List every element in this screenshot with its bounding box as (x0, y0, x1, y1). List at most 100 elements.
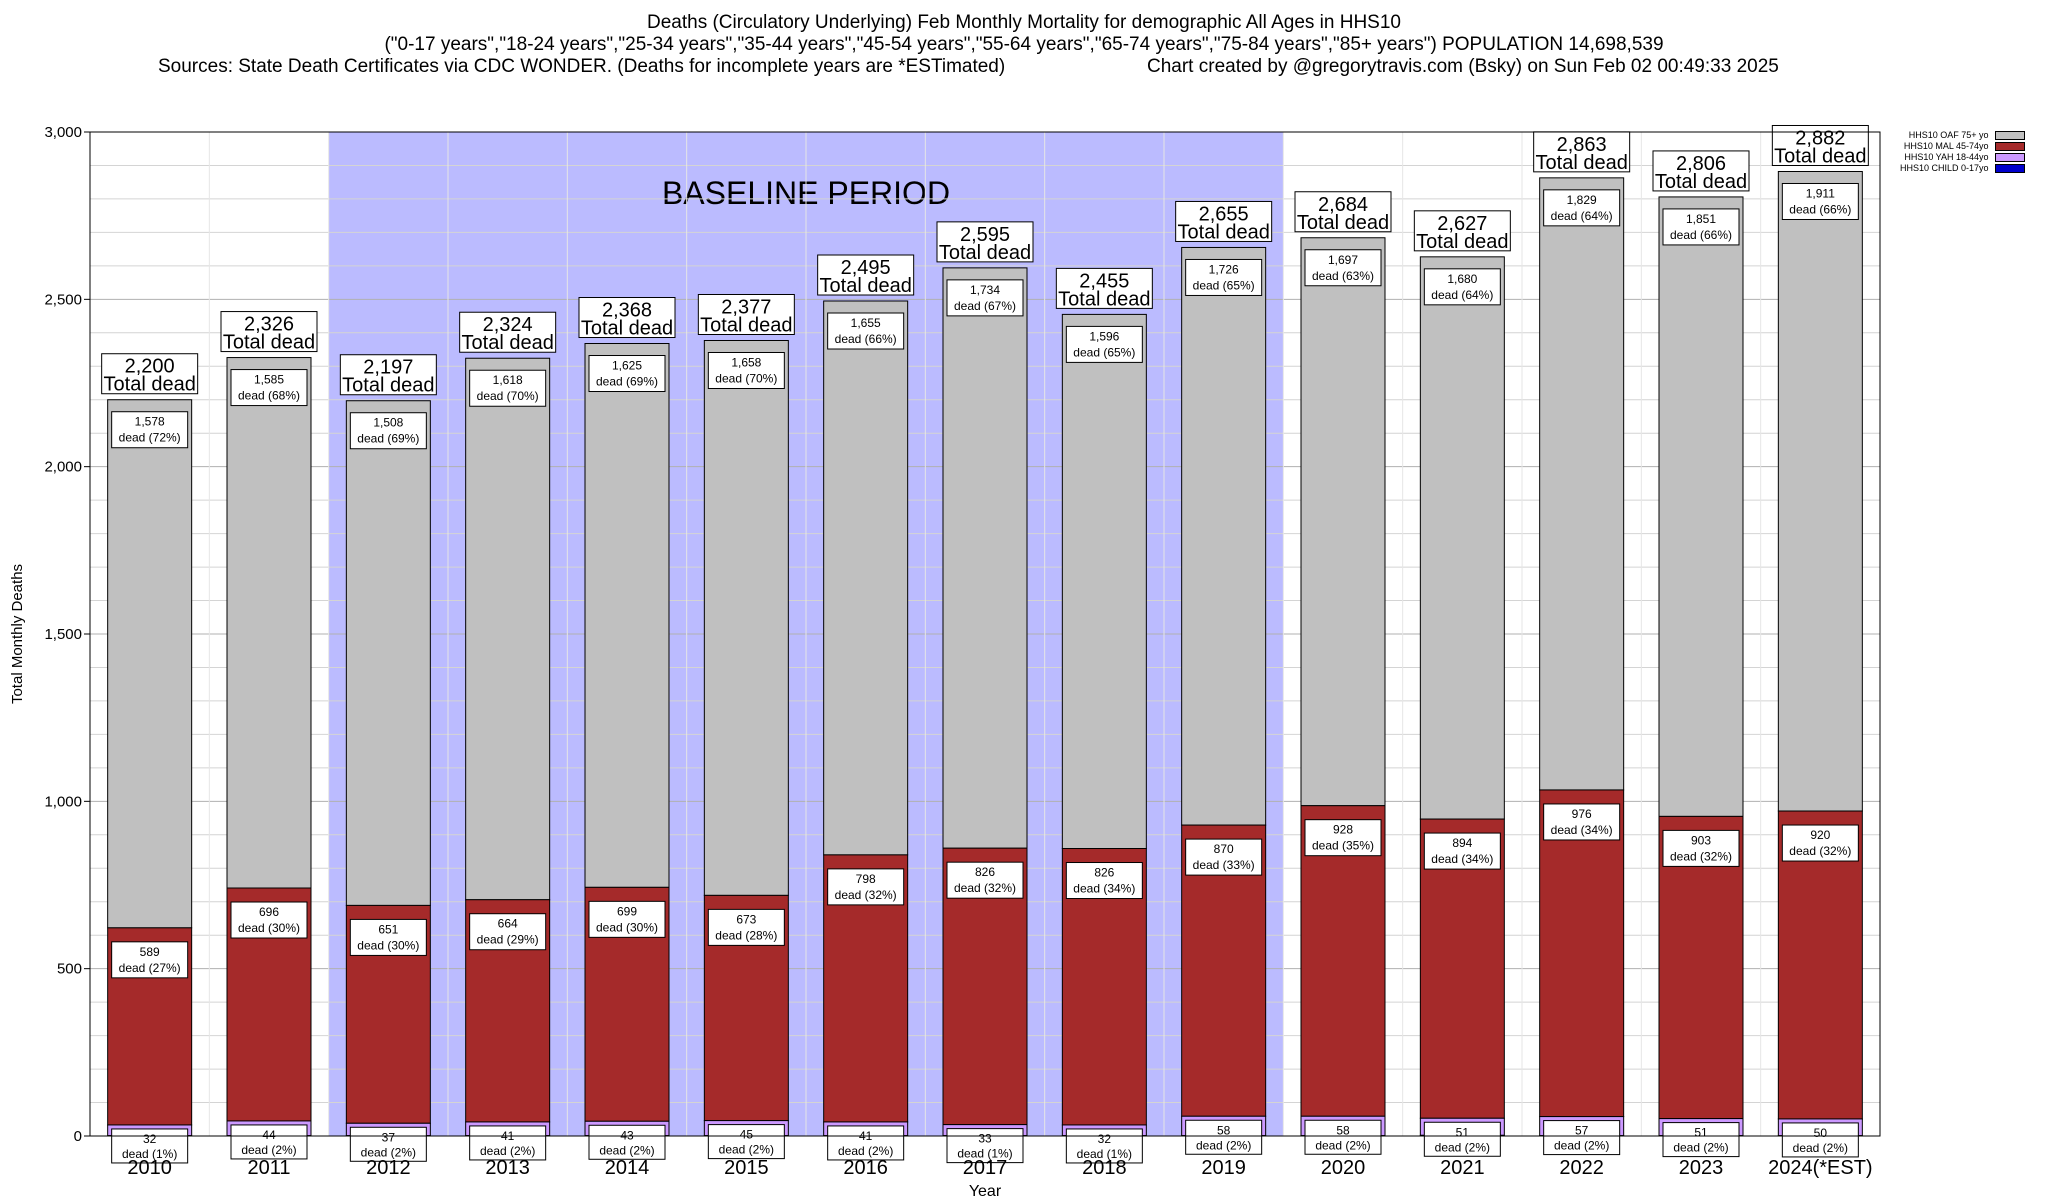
legend-label: HHS10 YAH 18-44yo (1904, 152, 1989, 162)
sources-text: Sources: State Death Certificates via CD… (158, 56, 1006, 77)
total-suffix-label: Total dead (939, 242, 1031, 264)
mal-value-label: 894 (1452, 836, 1472, 850)
total-suffix-label: Total dead (1536, 152, 1628, 174)
total-value-label: 2,368 (602, 300, 652, 322)
y-tick-label: 1,500 (44, 626, 82, 643)
yah-label-box (1781, 1122, 1859, 1158)
mal-label-box (946, 861, 1024, 899)
total-suffix-label: Total dead (700, 314, 792, 336)
mal-value-label: 826 (975, 865, 995, 879)
oaf-label-box (827, 312, 905, 350)
mal-label-box (707, 908, 785, 946)
yah-label-box (230, 1124, 308, 1160)
oaf-value-label: 1,618 (493, 373, 523, 387)
total-value-label: 2,495 (841, 257, 891, 279)
bar-segment-oaf (584, 343, 670, 888)
oaf-value-label: 1,734 (970, 283, 1000, 297)
yah-label-box (1662, 1122, 1740, 1158)
total-value-label: 2,324 (483, 314, 533, 336)
bar-segment-oaf (1061, 313, 1147, 850)
oaf-value-label: 1,585 (254, 373, 284, 387)
yah-value-label: 51 (1694, 1126, 1708, 1140)
yah-pct-label: dead (2%) (838, 1144, 893, 1158)
total-suffix-label: Total dead (820, 275, 912, 297)
mal-label-box (1662, 829, 1740, 867)
bar-segment-oaf (1539, 177, 1625, 791)
x-axis-label: Year (969, 1183, 1002, 1200)
yah-label-box (707, 1124, 785, 1160)
mal-value-label: 920 (1810, 828, 1830, 842)
x-tick-label: 2011 (247, 1157, 290, 1179)
mal-value-label: 699 (617, 904, 637, 918)
yah-label-box (111, 1128, 189, 1164)
total-value-label: 2,455 (1079, 270, 1129, 292)
y-tick-label: 0 (74, 1128, 82, 1145)
mal-pct-label: dead (34%) (1431, 852, 1493, 866)
total-suffix-label: Total dead (1178, 221, 1270, 243)
yah-pct-label: dead (2%) (480, 1144, 535, 1158)
total-suffix-label: Total dead (1058, 288, 1150, 310)
y-tick-label: 2,500 (44, 291, 82, 308)
yah-pct-label: dead (2%) (1315, 1138, 1370, 1152)
oaf-label-box (946, 279, 1024, 317)
oaf-label-box (230, 369, 308, 407)
oaf-pct-label: dead (65%) (1193, 278, 1255, 292)
total-label-box (1055, 267, 1153, 309)
yah-pct-label: dead (2%) (1554, 1139, 1609, 1153)
mal-label-box (1185, 838, 1263, 876)
mal-pct-label: dead (32%) (835, 888, 897, 902)
mal-value-label: 903 (1691, 833, 1711, 847)
bar-segment-mal (1300, 805, 1386, 1117)
yah-label-box (1543, 1120, 1621, 1156)
yah-pct-label: dead (2%) (1435, 1140, 1490, 1154)
bar-segment-oaf (1181, 246, 1267, 826)
oaf-pct-label: dead (68%) (238, 389, 300, 403)
total-suffix-label: Total dead (223, 332, 315, 354)
x-tick-label: 2013 (485, 1157, 530, 1179)
bar-segment-mal (1777, 810, 1863, 1120)
mal-pct-label: dead (32%) (1670, 849, 1732, 863)
legend-label: HHS10 CHILD 0-17yo (1900, 163, 1989, 173)
yah-pct-label: dead (2%) (1673, 1141, 1728, 1155)
oaf-pct-label: dead (66%) (1670, 228, 1732, 242)
mal-value-label: 664 (498, 917, 518, 931)
oaf-value-label: 1,625 (612, 359, 642, 373)
oaf-label-box (111, 411, 189, 449)
oaf-label-box (469, 369, 547, 407)
total-label-box (697, 293, 795, 335)
oaf-label-box (1065, 325, 1143, 363)
yah-pct-label: dead (2%) (1793, 1141, 1848, 1155)
bar-segment-oaf (703, 339, 789, 896)
total-label-box (817, 254, 915, 296)
oaf-label-box (1423, 268, 1501, 306)
oaf-value-label: 1,851 (1686, 212, 1716, 226)
total-label-box (101, 353, 199, 395)
mal-pct-label: dead (35%) (1312, 839, 1374, 853)
oaf-pct-label: dead (64%) (1431, 288, 1493, 302)
mal-label-box (1304, 819, 1382, 857)
mal-value-label: 589 (140, 945, 160, 959)
bar-segment-oaf (345, 400, 431, 906)
legend: HHS10 OAF 75+ yo HHS10 MAL 45-74yo HHS10 Y… (1900, 130, 2025, 174)
mal-pct-label: dead (34%) (1551, 823, 1613, 837)
x-tick-label: 2010 (127, 1157, 172, 1179)
oaf-pct-label: dead (70%) (477, 389, 539, 403)
legend-swatch (1994, 153, 2025, 162)
yah-value-label: 45 (740, 1128, 754, 1142)
total-value-label: 2,806 (1676, 153, 1726, 175)
total-suffix-label: Total dead (581, 318, 673, 340)
oaf-pct-label: dead (70%) (715, 371, 777, 385)
total-label-box (578, 297, 676, 339)
plot-frame (89, 131, 1881, 1137)
bar-segment-oaf (823, 300, 909, 856)
yah-label-box (1185, 1119, 1263, 1155)
yah-label-box (1423, 1121, 1501, 1157)
x-tick-label: 2024(*EST) (1768, 1157, 1873, 1179)
yah-value-label: 37 (382, 1130, 396, 1144)
total-label-box (1652, 150, 1750, 192)
y-tick-label: 3,000 (44, 124, 82, 141)
oaf-label-box (1543, 189, 1621, 227)
yah-label-box (946, 1128, 1024, 1164)
legend-label: HHS10 MAL 45-74yo (1903, 141, 1989, 151)
